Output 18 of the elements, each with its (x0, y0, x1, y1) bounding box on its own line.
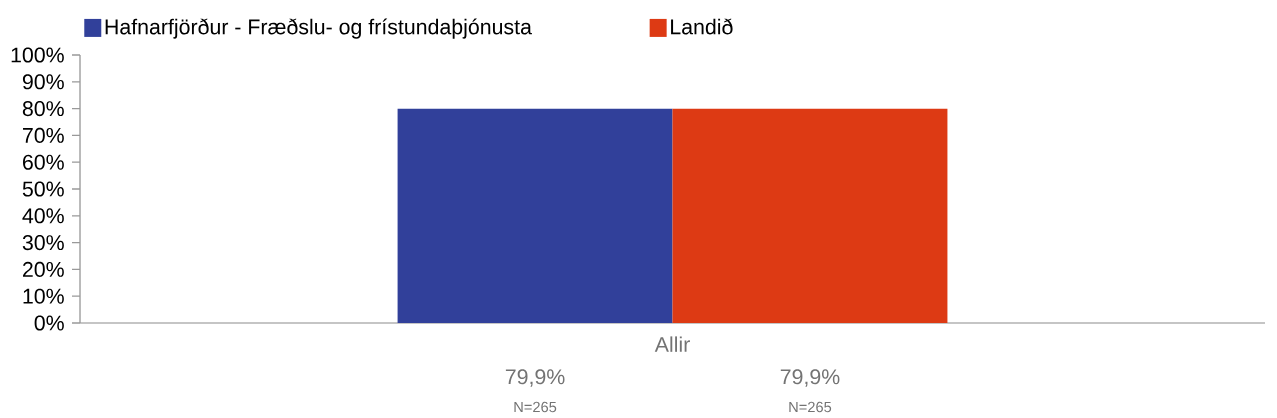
y-tick-label: 0% (34, 315, 64, 331)
y-tick-label: 60% (23, 154, 64, 170)
text: N=265 (514, 401, 557, 413)
legend-label: Landið (671, 18, 733, 35)
legend-label: Hafnarfjörður - Fræðslu- og frístundaþjónusta (105, 18, 532, 39)
y-tick-label: 40% (22, 208, 64, 224)
y-tick-label: 90% (22, 74, 64, 90)
y-tick-label: 100% (11, 47, 64, 63)
data-label: 79,9% (780, 369, 840, 387)
y-tick-label: 30% (22, 235, 64, 251)
text: N=265 (789, 401, 832, 413)
y-tick-label: 20% (22, 261, 64, 277)
y-tick-label: 80% (22, 101, 64, 117)
y-tick-label: 10% (23, 288, 64, 304)
x-tick-label: Allir (654, 336, 690, 352)
y-tick-label: 50% (22, 181, 64, 197)
y-tick-label: 70% (23, 127, 64, 143)
data-label: 79,9% (505, 369, 565, 387)
